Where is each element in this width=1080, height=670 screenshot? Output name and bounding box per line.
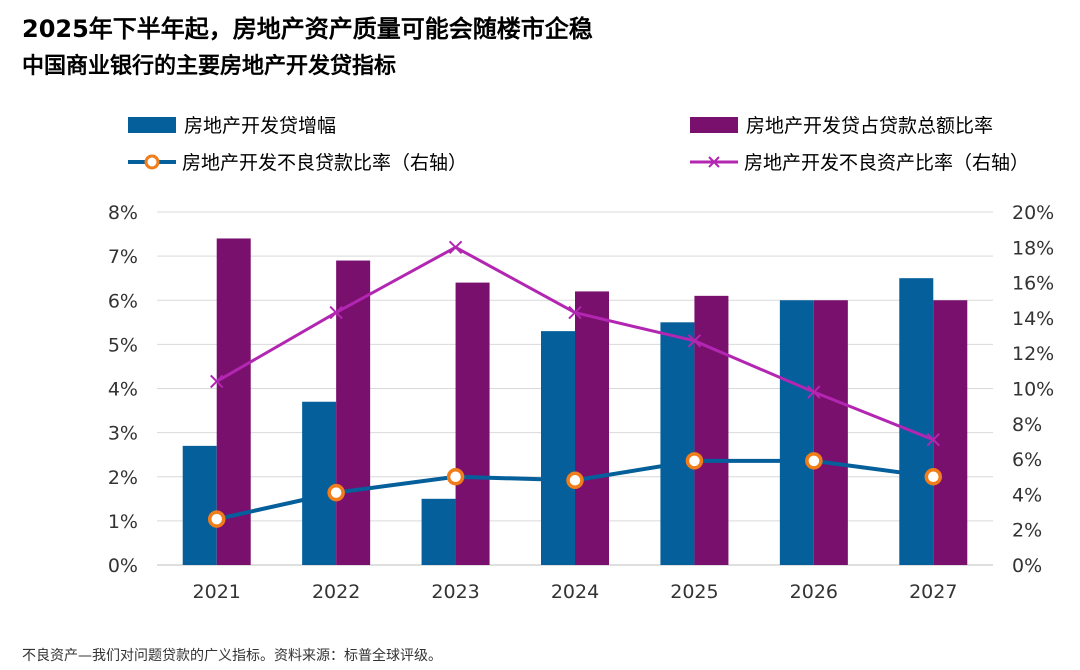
- legend-label: 房地产开发不良贷款比率（右轴）: [182, 152, 468, 174]
- y-right-tick-label: 14%: [1012, 308, 1054, 330]
- y-left-tick-label: 3%: [108, 423, 138, 445]
- chart-plot: 0% 1% 2% 3% 4% 5% 6% 7% 8% 0% 2% 4% 6% 8% 10% 12% 14% 16%…: [108, 202, 1054, 603]
- marker-npa-x: [568, 305, 582, 320]
- bar-share: [575, 291, 609, 565]
- legend-label: 房地产开发贷占贷款总额比率: [746, 115, 994, 137]
- legend-item-bar2: 房地产开发贷占贷款总额比率: [690, 111, 993, 138]
- y-left-tick-label: 7%: [108, 246, 138, 268]
- marker-npa-x: [329, 305, 343, 320]
- marker-npl-circle: [685, 452, 704, 470]
- y-right-tick-label: 2%: [1012, 520, 1042, 542]
- marker-npl-circle: [207, 510, 226, 528]
- marker-npa-x: [448, 240, 463, 255]
- x-tick-label: 2027: [909, 581, 957, 603]
- bar-share: [813, 300, 848, 565]
- marker-npa-x: [210, 374, 224, 389]
- y-right-tick-label: 4%: [1012, 484, 1042, 506]
- y-left-tick-label: 8%: [108, 202, 138, 224]
- bar-growth: [421, 498, 456, 565]
- y-left-tick-label: 6%: [108, 290, 138, 312]
- y-left-tick-label: 5%: [108, 334, 138, 356]
- x-tick-label: 2023: [431, 581, 479, 603]
- bar-growth: [899, 278, 934, 565]
- marker-npl-circle: [327, 483, 345, 502]
- marker-npl-circle: [805, 452, 823, 470]
- bar-growth: [541, 331, 575, 565]
- y-right-tick-label: 12%: [1012, 343, 1054, 365]
- footnote: 不良资产—我们对问题贷款的广义指标。资料来源：标普全球评级。: [22, 648, 442, 664]
- marker-npl-circle: [924, 468, 943, 486]
- x-tick-label: 2021: [193, 581, 241, 603]
- bar-share: [694, 295, 729, 565]
- chart-subtitle: 中国商业银行的主要房地产开发贷指标: [22, 54, 397, 79]
- y-right-tick-label: 20%: [1012, 202, 1054, 224]
- y-left-tick-label: 4%: [108, 379, 138, 401]
- y-right-tick-label: 10%: [1012, 379, 1054, 401]
- bar-growth: [779, 300, 814, 565]
- y-right-tick-label: 0%: [1012, 555, 1042, 577]
- legend-x-line-icon: [690, 155, 738, 168]
- y-left-tick-label: 0%: [108, 555, 138, 577]
- x-tick-label: 2024: [551, 581, 599, 603]
- bar-share: [933, 300, 968, 565]
- marker-npl-circle: [566, 471, 584, 490]
- legend-item-bar1: 房地产开发贷增幅: [128, 111, 336, 138]
- legend-swatch-blue: [128, 116, 176, 133]
- x-tick-label: 2025: [670, 581, 718, 603]
- marker-npa-x: [926, 432, 940, 447]
- y-left-tick-label: 1%: [108, 511, 138, 533]
- marker-npl-circle: [446, 468, 465, 486]
- bar-growth: [660, 322, 695, 565]
- bar-share: [216, 238, 251, 565]
- legend-label: 房地产开发不良资产比率（右轴）: [744, 152, 1030, 174]
- bar-share: [336, 260, 371, 565]
- legend-circle-line-icon: [128, 154, 176, 169]
- y-right-tick-label: 6%: [1012, 449, 1042, 471]
- bar-growth: [182, 445, 217, 565]
- chart-title: 2025年下半年起，房地产资产质量可能会随楼市企稳: [22, 15, 593, 43]
- legend-item-line2: 房地产开发不良资产比率（右轴）: [690, 148, 1029, 175]
- marker-npa-x: [807, 385, 821, 399]
- legend-label: 房地产开发贷增幅: [184, 115, 337, 137]
- y-left-tick-label: 2%: [108, 467, 138, 489]
- legend-item-line1: 房地产开发不良贷款比率（右轴）: [128, 148, 467, 175]
- y-right-tick-label: 18%: [1012, 237, 1054, 259]
- marker-npa-x: [687, 334, 702, 348]
- y-right-tick-label: 8%: [1012, 414, 1042, 436]
- y-right-tick-label: 16%: [1012, 273, 1054, 295]
- x-tick-label: 2026: [790, 581, 838, 603]
- bar-growth: [302, 401, 337, 565]
- legend: 房地产开发贷增幅 房地产开发贷占贷款总额比率 房地产开发不良贷款比率（右轴） 房…: [0, 105, 1080, 185]
- legend-swatch-purple: [690, 116, 738, 133]
- bar-share: [455, 282, 490, 565]
- x-tick-label: 2022: [312, 581, 360, 603]
